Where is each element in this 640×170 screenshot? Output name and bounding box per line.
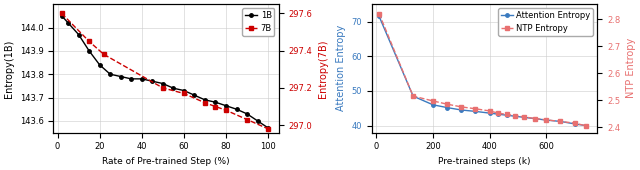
1B	[212, 101, 220, 103]
NTP Entropy	[375, 13, 383, 15]
Legend: Attention Entropy, NTP Entropy: Attention Entropy, NTP Entropy	[498, 8, 593, 36]
1B	[96, 64, 104, 66]
1B	[75, 33, 83, 36]
Line: Attention Entropy: Attention Entropy	[378, 15, 588, 127]
Attention Entropy	[375, 15, 383, 17]
1B	[127, 78, 135, 80]
1B	[85, 50, 93, 52]
Attention Entropy	[520, 116, 527, 118]
1B	[159, 82, 166, 84]
1B	[191, 94, 198, 96]
NTP Entropy	[531, 117, 539, 120]
NTP Entropy	[520, 116, 527, 118]
X-axis label: Pre-trained steps (k): Pre-trained steps (k)	[438, 157, 531, 166]
Y-axis label: NTP Entropy: NTP Entropy	[626, 38, 636, 98]
X-axis label: Rate of Pre-trained Step (%): Rate of Pre-trained Step (%)	[102, 157, 230, 166]
7B	[243, 118, 251, 121]
Attention Entropy	[494, 113, 502, 115]
Line: 1B: 1B	[60, 14, 270, 130]
1B	[117, 75, 125, 78]
Attention Entropy	[511, 115, 519, 117]
7B	[264, 128, 272, 130]
NTP Entropy	[458, 106, 465, 108]
Attention Entropy	[582, 125, 590, 127]
1B	[233, 108, 241, 110]
1B	[58, 15, 65, 17]
Line: NTP Entropy: NTP Entropy	[378, 12, 588, 128]
NTP Entropy	[444, 103, 451, 105]
Attention Entropy	[472, 110, 479, 112]
7B	[222, 109, 230, 111]
NTP Entropy	[472, 108, 479, 110]
Attention Entropy	[458, 109, 465, 111]
NTP Entropy	[571, 122, 579, 124]
NTP Entropy	[494, 112, 502, 114]
Attention Entropy	[409, 95, 417, 97]
NTP Entropy	[543, 119, 550, 121]
1B	[138, 78, 145, 80]
7B	[212, 106, 220, 108]
Y-axis label: Attention Entropy: Attention Entropy	[336, 25, 346, 112]
7B	[159, 87, 166, 89]
1B	[148, 80, 156, 82]
Attention Entropy	[531, 118, 539, 120]
7B	[85, 40, 93, 42]
Attention Entropy	[486, 112, 493, 114]
Attention Entropy	[557, 120, 564, 122]
NTP Entropy	[486, 110, 493, 112]
Attention Entropy	[503, 114, 511, 116]
NTP Entropy	[582, 125, 590, 127]
Attention Entropy	[444, 107, 451, 109]
1B	[243, 113, 251, 115]
NTP Entropy	[557, 121, 564, 123]
7B	[201, 102, 209, 104]
7B	[180, 92, 188, 95]
1B	[253, 120, 261, 122]
Attention Entropy	[571, 123, 579, 125]
NTP Entropy	[503, 113, 511, 115]
NTP Entropy	[511, 115, 519, 117]
Y-axis label: Entropy(1B): Entropy(1B)	[4, 39, 14, 98]
NTP Entropy	[429, 100, 436, 102]
Legend: 1B, 7B: 1B, 7B	[243, 8, 275, 36]
1B	[264, 127, 272, 129]
1B	[64, 22, 72, 24]
7B	[58, 12, 65, 14]
1B	[180, 90, 188, 92]
1B	[201, 99, 209, 101]
Y-axis label: Entropy(7B): Entropy(7B)	[318, 39, 328, 98]
1B	[106, 73, 114, 75]
Attention Entropy	[429, 104, 436, 106]
NTP Entropy	[409, 95, 417, 97]
1B	[170, 87, 177, 89]
7B	[100, 53, 108, 55]
Attention Entropy	[543, 119, 550, 121]
1B	[222, 105, 230, 107]
Line: 7B: 7B	[60, 12, 270, 131]
